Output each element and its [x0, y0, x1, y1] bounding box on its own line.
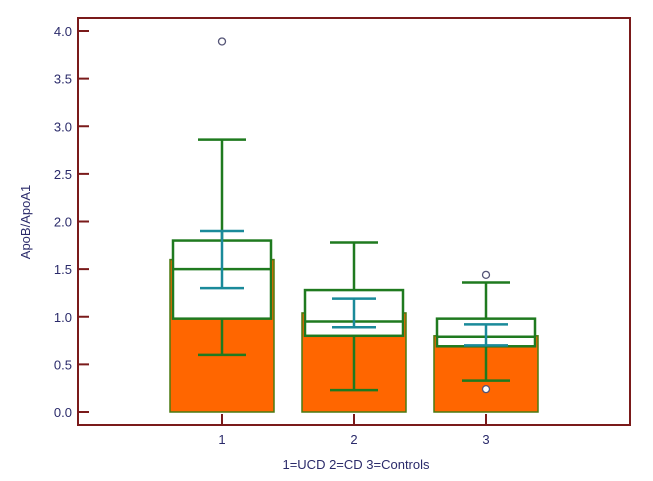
group-2: [301, 241, 407, 413]
y-tick-label: 3.5: [54, 72, 72, 87]
group-3: [433, 270, 539, 413]
y-tick-label: 3.0: [54, 119, 72, 134]
y-axis-label: ApoB/ApoA1: [18, 185, 33, 259]
x-tick-label: 1: [218, 432, 225, 447]
y-tick-label: 2.0: [54, 215, 72, 230]
y-tick-label: 0.5: [54, 357, 72, 372]
outlier-point: [481, 270, 491, 279]
x-axis-label: 1=UCD 2=CD 3=Controls: [282, 457, 430, 472]
y-tick-label: 1.5: [54, 262, 72, 277]
y-tick-label: 1.0: [54, 310, 72, 325]
outlier-point: [217, 37, 227, 46]
x-tick-label: 3: [482, 432, 489, 447]
x-tick-label: 2: [350, 432, 357, 447]
y-tick-label: 2.5: [54, 167, 72, 182]
y-tick-label: 4.0: [54, 24, 72, 39]
outlier-point: [481, 384, 491, 394]
group-1: [169, 37, 275, 413]
y-tick-label: 0.0: [54, 405, 72, 420]
